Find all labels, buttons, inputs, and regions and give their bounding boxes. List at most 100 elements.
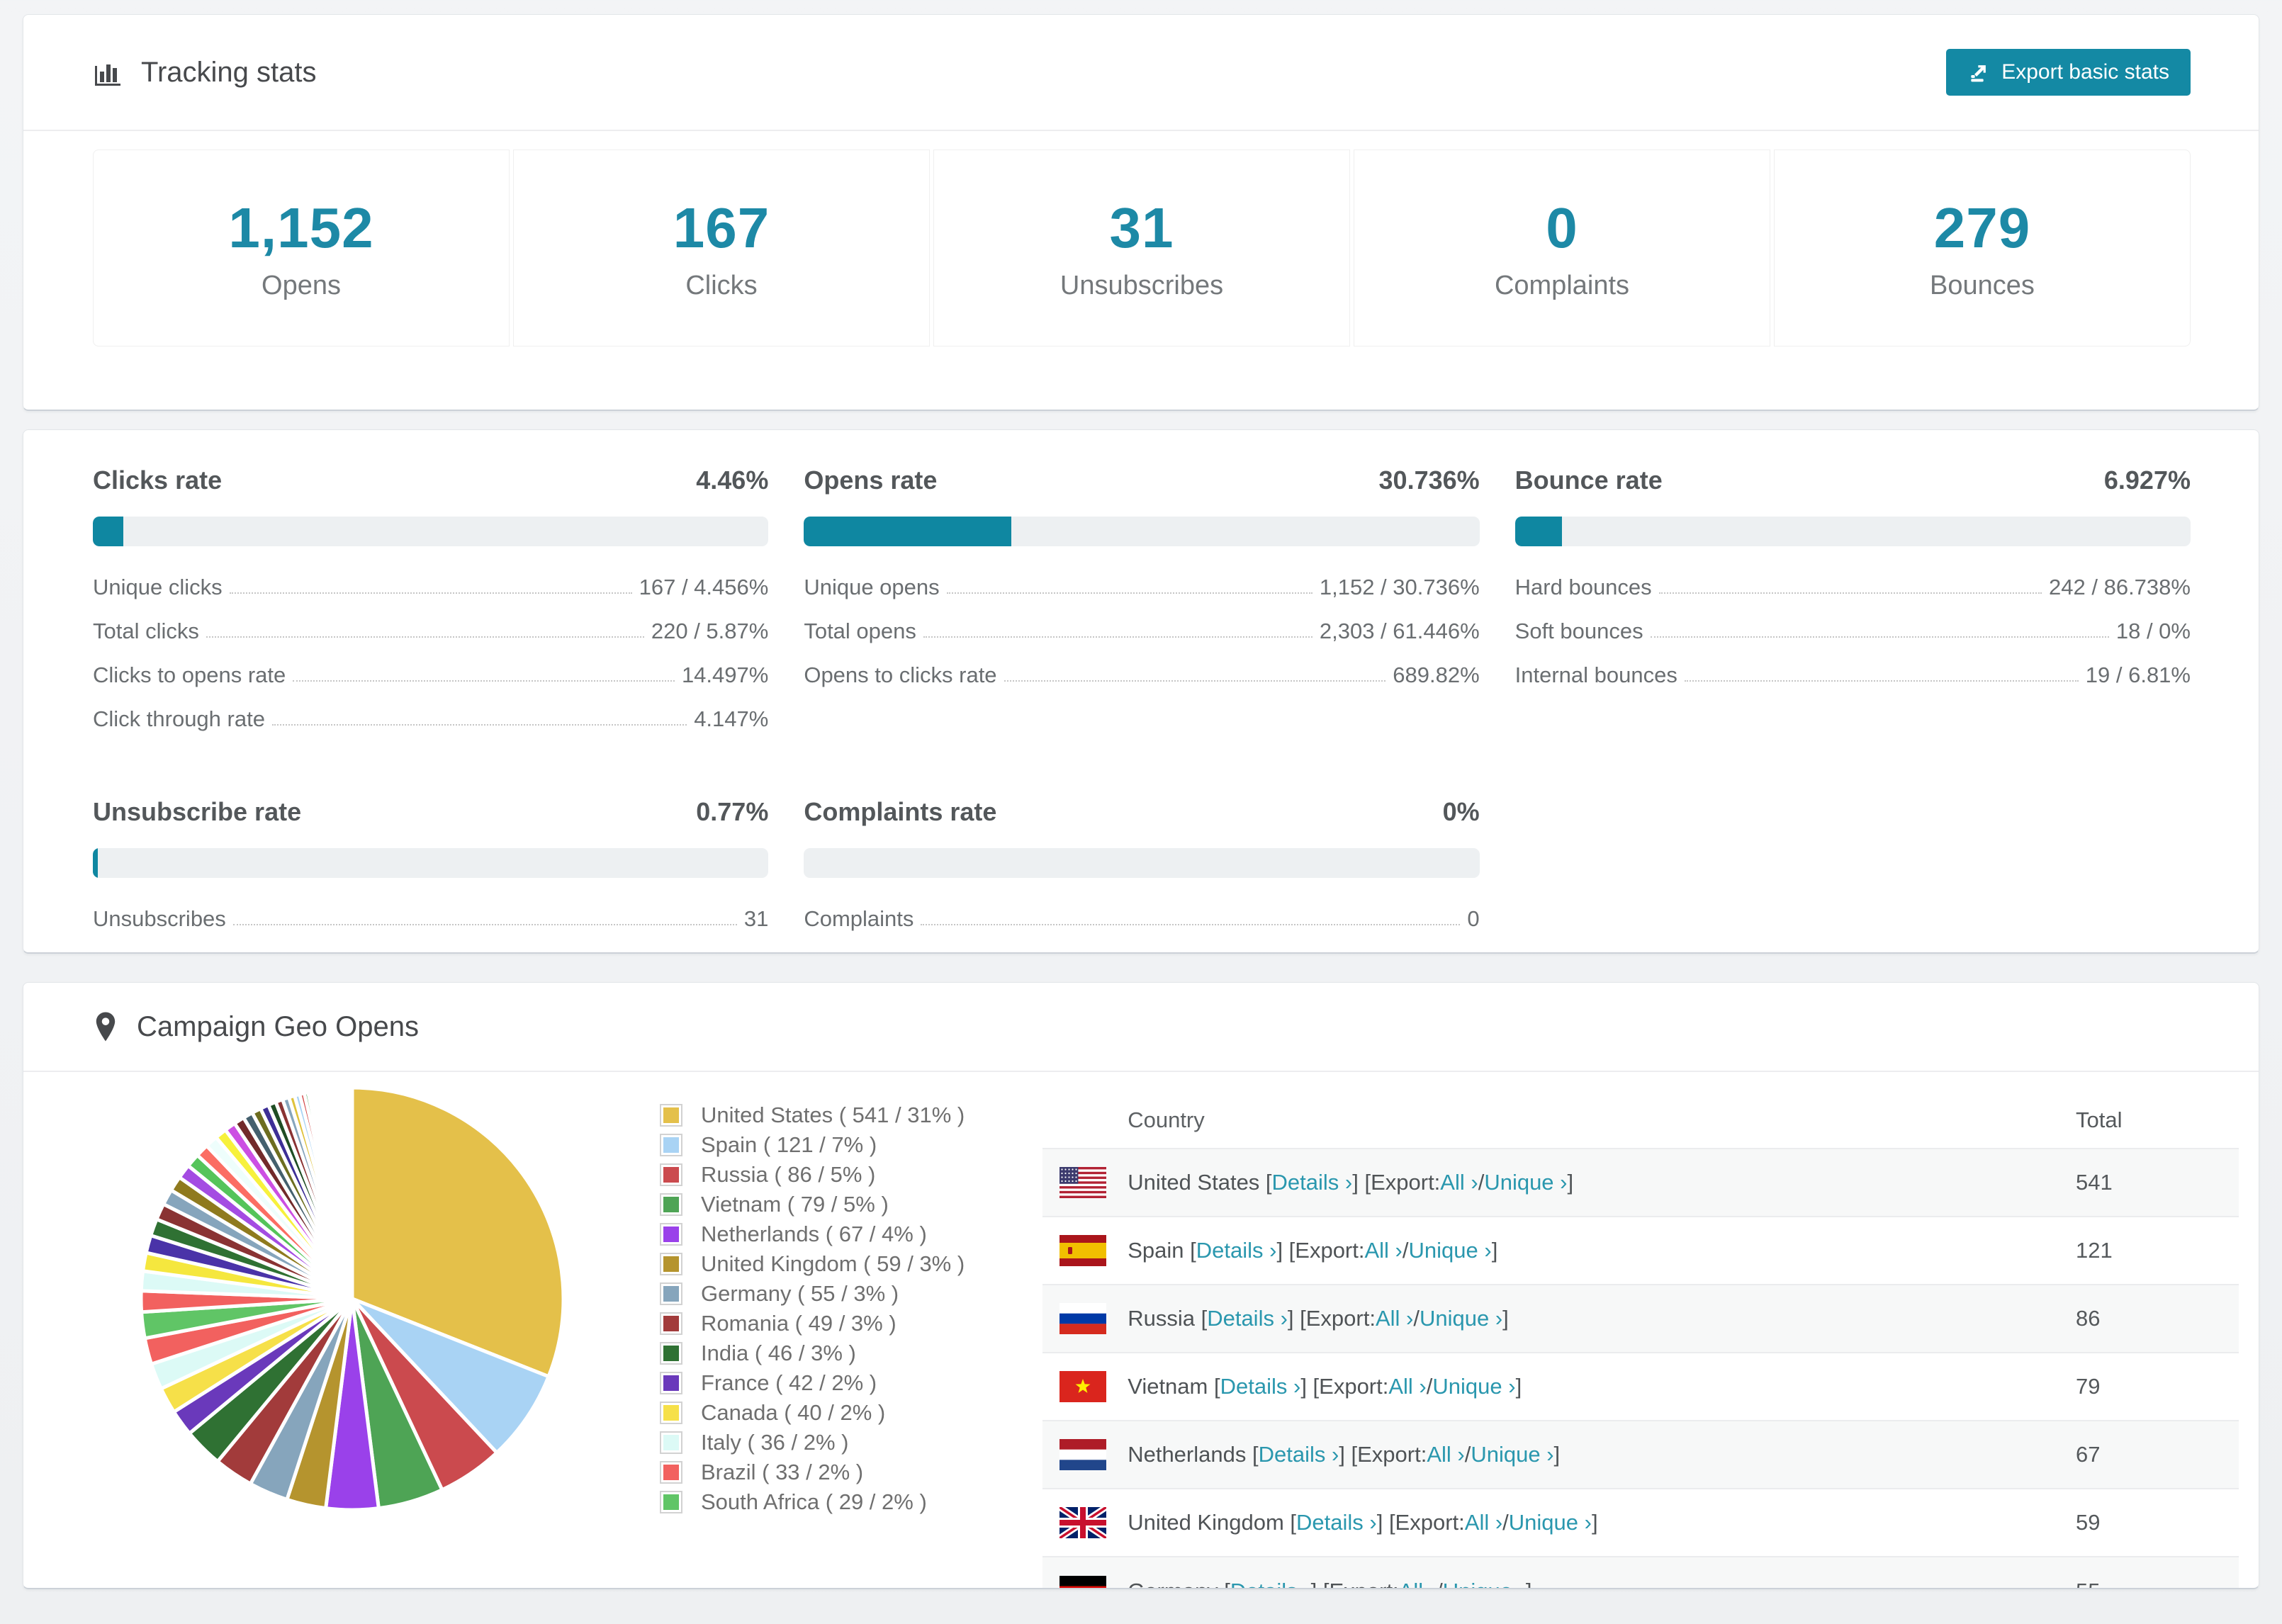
rate-row-unique-clicks: Unique clicks 167 / 4.456% (93, 575, 768, 600)
rate-row-complaints: Complaints 0 (804, 906, 1479, 932)
country-column-cell: Vietnam [Details ›] [Export: All › / Uni… (1042, 1353, 2076, 1421)
legend-item-france: France ( 42 / 2% ) (660, 1368, 965, 1398)
country-cell: Spain [Details ›] [Export: All › / Uniqu… (1060, 1235, 2076, 1266)
geo-table-row-vietnam: Vietnam [Details ›] [Export: All › / Uni… (1042, 1353, 2239, 1421)
legend-swatch (660, 1372, 682, 1394)
legend-color (663, 1107, 679, 1123)
export-basic-stats-button[interactable]: Export basic stats (1946, 49, 2191, 96)
dotted-leader (946, 592, 1313, 594)
export-all-link[interactable]: All › (1388, 1374, 1427, 1399)
progress-bar (804, 517, 1480, 546)
export-all-link[interactable]: All › (1364, 1238, 1403, 1263)
rate-row-value: 689.82% (1393, 662, 1480, 687)
stat-value: 31 (1109, 196, 1174, 259)
rate-panel-clicks-rate: Clicks rate 4.46% Unique clicks 167 / 4.456… (93, 466, 769, 750)
legend-color (663, 1346, 679, 1361)
export-all-link[interactable]: All › (1440, 1170, 1478, 1195)
details-link[interactable]: Details › (1196, 1238, 1277, 1263)
geo-pie-chart (135, 1082, 569, 1519)
rate-row-label: Click through rate (93, 706, 265, 731)
legend-swatch (660, 1402, 682, 1424)
legend-color (663, 1435, 679, 1450)
rate-row-soft-bounces: Soft bounces 18 / 0% (1515, 619, 2191, 644)
country-column-cell: Russia [Details ›] [Export: All › / Uniq… (1042, 1285, 2076, 1353)
summary-stat-complaints: 0 Complaints (1354, 150, 1770, 346)
total-column-cell: 55 (2076, 1557, 2239, 1589)
country-name: Russia (1128, 1306, 1195, 1331)
details-link[interactable]: Details › (1230, 1579, 1311, 1589)
export-all-link[interactable]: All › (1427, 1442, 1465, 1467)
export-button-label: Export basic stats (2001, 60, 2169, 84)
legend-swatch (660, 1312, 682, 1335)
geo-table-header-row: Country Total (1042, 1092, 2239, 1149)
country-cell: Vietnam [Details ›] [Export: All › / Uni… (1060, 1371, 2076, 1402)
rate-rows: Unsubscribes 31 (93, 906, 768, 932)
dotted-leader (232, 924, 737, 925)
rate-value: 4.46% (696, 466, 769, 495)
legend-color (663, 1465, 679, 1480)
rate-value: 6.927% (2103, 466, 2191, 495)
export-unique-link[interactable]: Unique › (1508, 1510, 1592, 1535)
geo-legend: United States ( 541 / 31% ) Spain ( 121 /… (660, 1100, 965, 1517)
export-all-link[interactable]: All › (1399, 1579, 1437, 1589)
legend-color (663, 1375, 679, 1391)
stat-value: 167 (673, 196, 770, 259)
dotted-leader (1004, 680, 1386, 682)
bracket: ] (1567, 1170, 1574, 1195)
export-all-link[interactable]: All › (1464, 1510, 1503, 1535)
details-link[interactable]: Details › (1296, 1510, 1377, 1535)
country-cell: United States [Details ›] [Export: All ›… (1060, 1167, 2076, 1198)
bracket: ] (1553, 1442, 1561, 1467)
legend-item-india: India ( 46 / 3% ) (660, 1338, 965, 1368)
legend-swatch (660, 1163, 682, 1186)
export-unique-link[interactable]: Unique › (1408, 1238, 1492, 1263)
geo-table-row-netherlands: Netherlands [Details ›] [Export: All › /… (1042, 1421, 2239, 1489)
export-unique-link[interactable]: Unique › (1419, 1306, 1503, 1331)
legend-label: United States ( 541 / 31% ) (701, 1103, 965, 1127)
legend-color (663, 1197, 679, 1212)
rate-row-value: 2,303 / 61.446% (1319, 619, 1480, 643)
country-name: Netherlands (1128, 1442, 1247, 1467)
dotted-leader (923, 636, 1313, 638)
legend-swatch (660, 1491, 682, 1513)
details-link[interactable]: Details › (1207, 1306, 1288, 1331)
es-flag-icon (1060, 1235, 1107, 1266)
rate-row-label: Total opens (804, 619, 916, 643)
total-column-cell: 67 (2076, 1442, 2101, 1467)
rate-row-total-opens: Total opens 2,303 / 61.446% (804, 619, 1479, 644)
rate-panel-head: Complaints rate 0% (804, 797, 1479, 827)
bracket: ] (1515, 1374, 1522, 1399)
stat-value: 1,152 (228, 196, 374, 259)
rate-row-label: Internal bounces (1514, 662, 1677, 687)
country-column-cell: Germany [Details ›] [Export: All › / Uni… (1042, 1557, 2076, 1589)
country-column-cell: Netherlands [Details ›] [Export: All › /… (1042, 1421, 2076, 1489)
export-unique-link[interactable]: Unique › (1471, 1442, 1554, 1467)
bracket: ] [Export: (1376, 1510, 1465, 1535)
bracket: ] [Export: (1311, 1579, 1399, 1589)
stat-label: Clicks (685, 270, 758, 300)
stat-value: 279 (1933, 196, 2031, 259)
export-unique-link[interactable]: Unique › (1443, 1579, 1526, 1589)
rate-title: Complaints rate (804, 797, 997, 826)
details-link[interactable]: Details › (1258, 1442, 1339, 1467)
rate-value: 0.77% (696, 797, 769, 826)
rate-row-label: Unique opens (804, 575, 940, 599)
geo-title: Campaign Geo Opens (137, 1010, 420, 1042)
dotted-leader (206, 636, 644, 638)
legend-label: Germany ( 55 / 3% ) (701, 1281, 899, 1306)
rate-row-hard-bounces: Hard bounces 242 / 86.738% (1515, 575, 2191, 600)
rate-row-value: 19 / 6.81% (2085, 662, 2191, 687)
details-link[interactable]: Details › (1220, 1374, 1301, 1399)
legend-color (663, 1494, 679, 1510)
rate-title: Bounce rate (1514, 466, 1663, 495)
bracket: ] [Export: (1287, 1306, 1376, 1331)
dotted-leader (229, 592, 632, 594)
details-link[interactable]: Details › (1271, 1170, 1353, 1195)
export-all-link[interactable]: All › (1375, 1306, 1414, 1331)
export-unique-link[interactable]: Unique › (1432, 1374, 1516, 1399)
progress-bar (93, 517, 769, 546)
export-unique-link[interactable]: Unique › (1484, 1170, 1568, 1195)
tracking-stats-card: Tracking stats Export basic stats 1,152 O… (23, 14, 2259, 411)
legend-item-brazil: Brazil ( 33 / 2% ) (660, 1457, 965, 1487)
legend-label: United Kingdom ( 59 / 3% ) (701, 1251, 965, 1276)
